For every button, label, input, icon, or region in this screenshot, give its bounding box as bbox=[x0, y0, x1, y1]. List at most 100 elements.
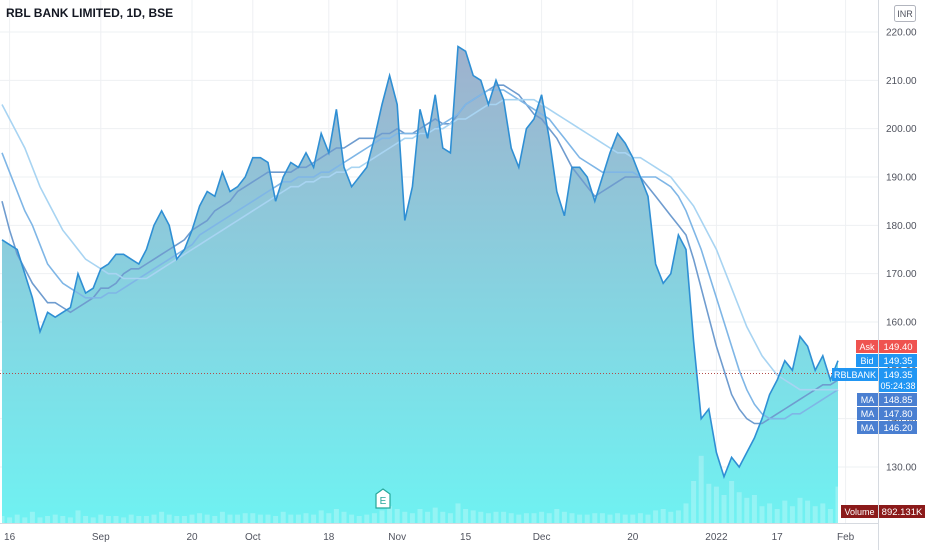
volume-bar-overlay bbox=[706, 483, 712, 523]
ask-badge: Ask 149.40 bbox=[856, 340, 917, 353]
volume-bar-overlay bbox=[45, 516, 51, 523]
volume-bar-overlay bbox=[713, 486, 719, 523]
ma-label-bg bbox=[857, 393, 878, 406]
ma-badge-1: MA 148.85 bbox=[857, 393, 917, 406]
volume-bar-overlay bbox=[759, 506, 765, 523]
volume-bar-overlay bbox=[409, 513, 415, 523]
volume-bar-overlay bbox=[265, 514, 271, 523]
price-tick-label: 220.00 bbox=[886, 28, 917, 39]
volume-bar-overlay bbox=[789, 506, 795, 523]
ma-value: 148.85 bbox=[883, 395, 912, 406]
volume-bar-overlay bbox=[607, 514, 613, 523]
volume-bar-overlay bbox=[561, 511, 567, 523]
ma-value-bg bbox=[879, 407, 917, 420]
volume-bar-overlay bbox=[121, 517, 127, 523]
volume-bar-overlay bbox=[280, 511, 286, 523]
bid-value-bg bbox=[879, 354, 917, 367]
volume-bar-overlay bbox=[485, 513, 491, 523]
symbol-badge: RBLBANK 149.35 05:24:38 bbox=[832, 368, 917, 392]
volume-bar-overlay bbox=[181, 516, 187, 523]
volume-bar-overlay bbox=[303, 513, 309, 523]
volume-bar-overlay bbox=[698, 455, 704, 523]
volume-bar-overlay bbox=[660, 509, 666, 523]
volume-bar-overlay bbox=[501, 511, 507, 523]
volume-bar-overlay bbox=[349, 514, 355, 523]
volume-bar-overlay bbox=[318, 510, 324, 523]
volume-bar-overlay bbox=[721, 495, 727, 523]
price-axis[interactable]: 130.00140.00150.00160.00170.00180.00190.… bbox=[886, 28, 917, 474]
time-axis[interactable]: 16 Sep 20 Oct 18 Nov 15 Dec 20 2022 17 Feb bbox=[4, 532, 855, 543]
volume-bar-overlay bbox=[546, 513, 552, 523]
symbol-price: 149.35 bbox=[883, 370, 912, 381]
volume-bar-overlay bbox=[470, 510, 476, 523]
volume-bar-overlay bbox=[333, 509, 339, 523]
volume-bar-overlay bbox=[257, 514, 263, 523]
ask-label-bg bbox=[856, 340, 878, 353]
price-tick-label: 180.00 bbox=[886, 221, 917, 232]
area-fill bbox=[2, 46, 838, 523]
volume-bar-overlay bbox=[668, 511, 674, 523]
currency-button[interactable]: INR bbox=[894, 5, 916, 22]
ma-value: 146.20 bbox=[883, 423, 912, 434]
ma-label-bg bbox=[857, 421, 878, 434]
volume-bar-overlay bbox=[250, 513, 256, 523]
ask-value-bg bbox=[879, 340, 917, 353]
symbol-label: RBLBANK bbox=[834, 370, 876, 380]
volume-bar-overlay bbox=[592, 513, 598, 523]
volume-bar-overlay bbox=[577, 514, 583, 523]
volume-bar-overlay bbox=[166, 514, 172, 523]
volume-bar-overlay bbox=[615, 513, 621, 523]
earnings-marker[interactable]: E bbox=[375, 488, 391, 509]
volume-bar-overlay bbox=[67, 517, 73, 523]
volume-bar-overlay bbox=[432, 507, 438, 523]
price-tick-label: 190.00 bbox=[886, 173, 917, 184]
volume-bar-overlay bbox=[447, 513, 453, 523]
volume-bar-overlay bbox=[174, 516, 180, 523]
bid-value: 149.35 bbox=[883, 356, 912, 367]
volume-bar-overlay bbox=[105, 516, 111, 523]
price-tick-label: 130.00 bbox=[886, 463, 917, 474]
moving-average-line-3 bbox=[1, 98, 838, 391]
bid-label-bg bbox=[856, 354, 878, 367]
price-tick-label: 210.00 bbox=[886, 76, 917, 87]
volume-bar-overlay bbox=[516, 514, 522, 523]
time-tick-label: Feb bbox=[837, 532, 855, 543]
volume-bar-overlay bbox=[645, 514, 651, 523]
volume-bar-overlay bbox=[736, 492, 742, 523]
bid-badge: Bid 149.35 bbox=[856, 354, 917, 367]
volume-bar-overlay bbox=[463, 509, 469, 523]
ma-label-bg bbox=[857, 407, 878, 420]
volume-bar-overlay bbox=[812, 506, 818, 523]
ma-label: MA bbox=[861, 423, 875, 433]
bar-countdown: 05:24:38 bbox=[880, 381, 915, 391]
volume-bar-overlay bbox=[60, 516, 66, 523]
volume-bar-overlay bbox=[554, 509, 560, 523]
time-tick-label: 2022 bbox=[705, 532, 728, 543]
price-tick-label: 170.00 bbox=[886, 269, 917, 280]
volume-bar-overlay bbox=[151, 514, 157, 523]
earnings-icon-label: E bbox=[380, 496, 387, 507]
volume-bar-overlay bbox=[273, 516, 279, 523]
time-tick-label: 20 bbox=[186, 532, 198, 543]
volume-bar-overlay bbox=[729, 481, 735, 523]
volume-bar-overlay bbox=[52, 514, 58, 523]
volume-bar-overlay bbox=[379, 510, 385, 523]
volume-bar-overlay bbox=[531, 513, 537, 523]
ma-label: MA bbox=[861, 395, 875, 405]
ma-value-bg bbox=[879, 393, 917, 406]
time-tick-label: Oct bbox=[245, 532, 261, 543]
time-tick-label: 16 bbox=[4, 532, 16, 543]
volume-bar-overlay bbox=[212, 516, 218, 523]
ma-badge-3: MA 146.20 bbox=[857, 421, 917, 434]
volume-bar-overlay bbox=[242, 513, 248, 523]
volume-bar-overlay bbox=[371, 513, 377, 523]
volume-bar-overlay bbox=[508, 513, 514, 523]
currency-label: INR bbox=[897, 9, 913, 19]
volume-bar-overlay bbox=[14, 514, 20, 523]
volume-bar-overlay bbox=[288, 514, 294, 523]
volume-bar-overlay bbox=[394, 509, 400, 523]
time-tick-label: 18 bbox=[323, 532, 335, 543]
volume-bar-overlay bbox=[805, 500, 811, 523]
volume-bar-overlay bbox=[744, 497, 750, 523]
